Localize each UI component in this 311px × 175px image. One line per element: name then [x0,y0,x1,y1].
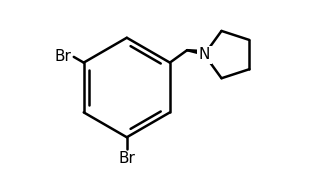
Text: Br: Br [118,151,135,166]
Text: N: N [199,47,210,62]
Text: Br: Br [55,49,72,64]
